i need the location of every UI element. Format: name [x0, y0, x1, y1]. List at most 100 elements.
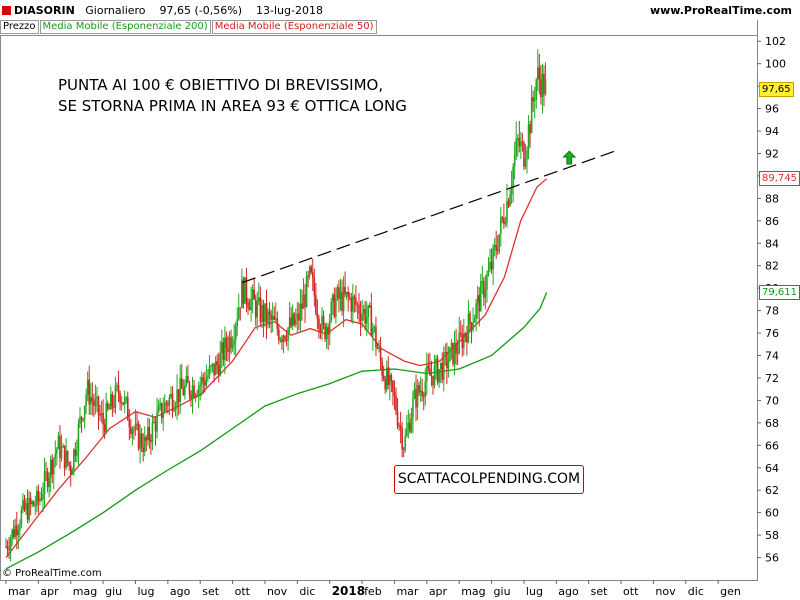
candle-body — [387, 367, 390, 386]
candle-body — [310, 266, 313, 273]
candle-body — [447, 361, 450, 369]
x-tick-label: set — [591, 585, 608, 598]
candle-body — [410, 418, 413, 432]
credit: © ProRealTime.com — [2, 568, 102, 579]
candle-body — [396, 411, 399, 426]
candle-body — [25, 503, 27, 510]
candle-body — [541, 73, 544, 97]
candle-body — [125, 397, 128, 399]
candle-body — [214, 361, 217, 376]
watermark-box: SCATTACOLPENDING.COM — [394, 465, 584, 494]
candle-body — [484, 289, 487, 298]
candle-body — [200, 377, 203, 385]
candle-body — [436, 358, 439, 383]
candle-body — [284, 336, 286, 340]
candle-body — [365, 316, 368, 324]
period: Giornaliero — [85, 4, 146, 17]
candle-body — [392, 380, 394, 392]
y-tick-label: 102 — [765, 35, 786, 48]
candle-body — [190, 394, 192, 399]
candle-body — [76, 450, 78, 456]
candle-body — [416, 385, 419, 408]
candle-body — [228, 336, 231, 353]
y-tick-label: 64 — [765, 462, 779, 475]
candle-body — [529, 124, 531, 134]
candle-body — [543, 73, 545, 95]
candle-body — [122, 402, 124, 405]
legend-price[interactable]: Prezzo — [0, 20, 39, 34]
candle-body — [285, 339, 288, 341]
candle-body — [413, 388, 416, 399]
candle-body — [518, 138, 521, 147]
candle-body — [167, 404, 169, 406]
candle-body — [472, 322, 474, 330]
candle-body — [222, 342, 225, 360]
candle-body — [495, 245, 497, 251]
candle-body — [498, 234, 501, 252]
candle-body — [399, 425, 402, 429]
candle-body — [404, 436, 407, 450]
axes-layer: 5658606264666870727476788082848688909294… — [5, 35, 786, 598]
legend-ema50[interactable]: Media Mobile (Esponenziale 50) — [211, 20, 377, 34]
candle-body — [139, 433, 141, 449]
candle-body — [221, 342, 223, 354]
candle-body — [170, 393, 172, 398]
candle-body — [433, 365, 436, 386]
candle-body — [355, 298, 357, 306]
candle-body — [339, 291, 342, 300]
candle-body — [171, 393, 174, 411]
candle-body — [140, 433, 143, 448]
candle-body — [429, 368, 431, 376]
candle-body — [530, 97, 533, 134]
ema50-line — [5, 178, 548, 558]
candle-body — [382, 375, 385, 380]
candle-body — [9, 538, 12, 551]
candle-body — [375, 326, 377, 348]
legend-ema200[interactable]: Media Mobile (Esponenziale 200) — [39, 20, 211, 34]
candle-body — [191, 385, 194, 399]
candle-body — [103, 424, 106, 432]
candle-body — [188, 382, 191, 395]
candle-body — [439, 362, 442, 370]
candle-body — [405, 429, 408, 437]
candle-body — [28, 498, 30, 520]
candle-body — [86, 379, 89, 395]
candle-body — [113, 406, 115, 408]
candle-body — [11, 529, 13, 539]
candle-body — [184, 385, 186, 395]
last-change: 97,65 (-0,56%) — [159, 4, 243, 17]
candle-body — [136, 423, 138, 425]
candle-body — [503, 218, 505, 225]
candle-body — [450, 342, 453, 348]
candle-body — [174, 406, 177, 410]
x-tick-label: ott — [235, 585, 251, 598]
candle-body — [296, 313, 299, 319]
candle-body — [501, 217, 504, 219]
candle-body — [131, 429, 134, 434]
candle-body — [476, 295, 479, 304]
candle-body — [427, 365, 430, 369]
candle-body — [26, 503, 29, 520]
candle-body — [538, 67, 541, 80]
candle-body — [69, 465, 72, 475]
candle-body — [512, 166, 514, 186]
candle-body — [298, 313, 300, 321]
candle-body — [469, 313, 471, 323]
candle-body — [273, 316, 276, 320]
candle-body — [473, 318, 476, 323]
candle-body — [489, 261, 491, 270]
candle-body — [22, 499, 24, 510]
y-tick-label: 76 — [765, 327, 779, 340]
candle-body — [19, 525, 21, 531]
y-tick-label: 66 — [765, 439, 779, 452]
candle-body — [96, 396, 98, 399]
site-name[interactable]: www.ProRealTime.com — [649, 4, 792, 17]
candle-body — [316, 312, 319, 319]
candle-body — [453, 343, 456, 364]
candle-body — [12, 529, 15, 537]
candle-body — [143, 437, 146, 453]
y-tick-label: 84 — [765, 237, 779, 250]
candle-body — [370, 305, 373, 336]
candle-body — [128, 420, 131, 428]
